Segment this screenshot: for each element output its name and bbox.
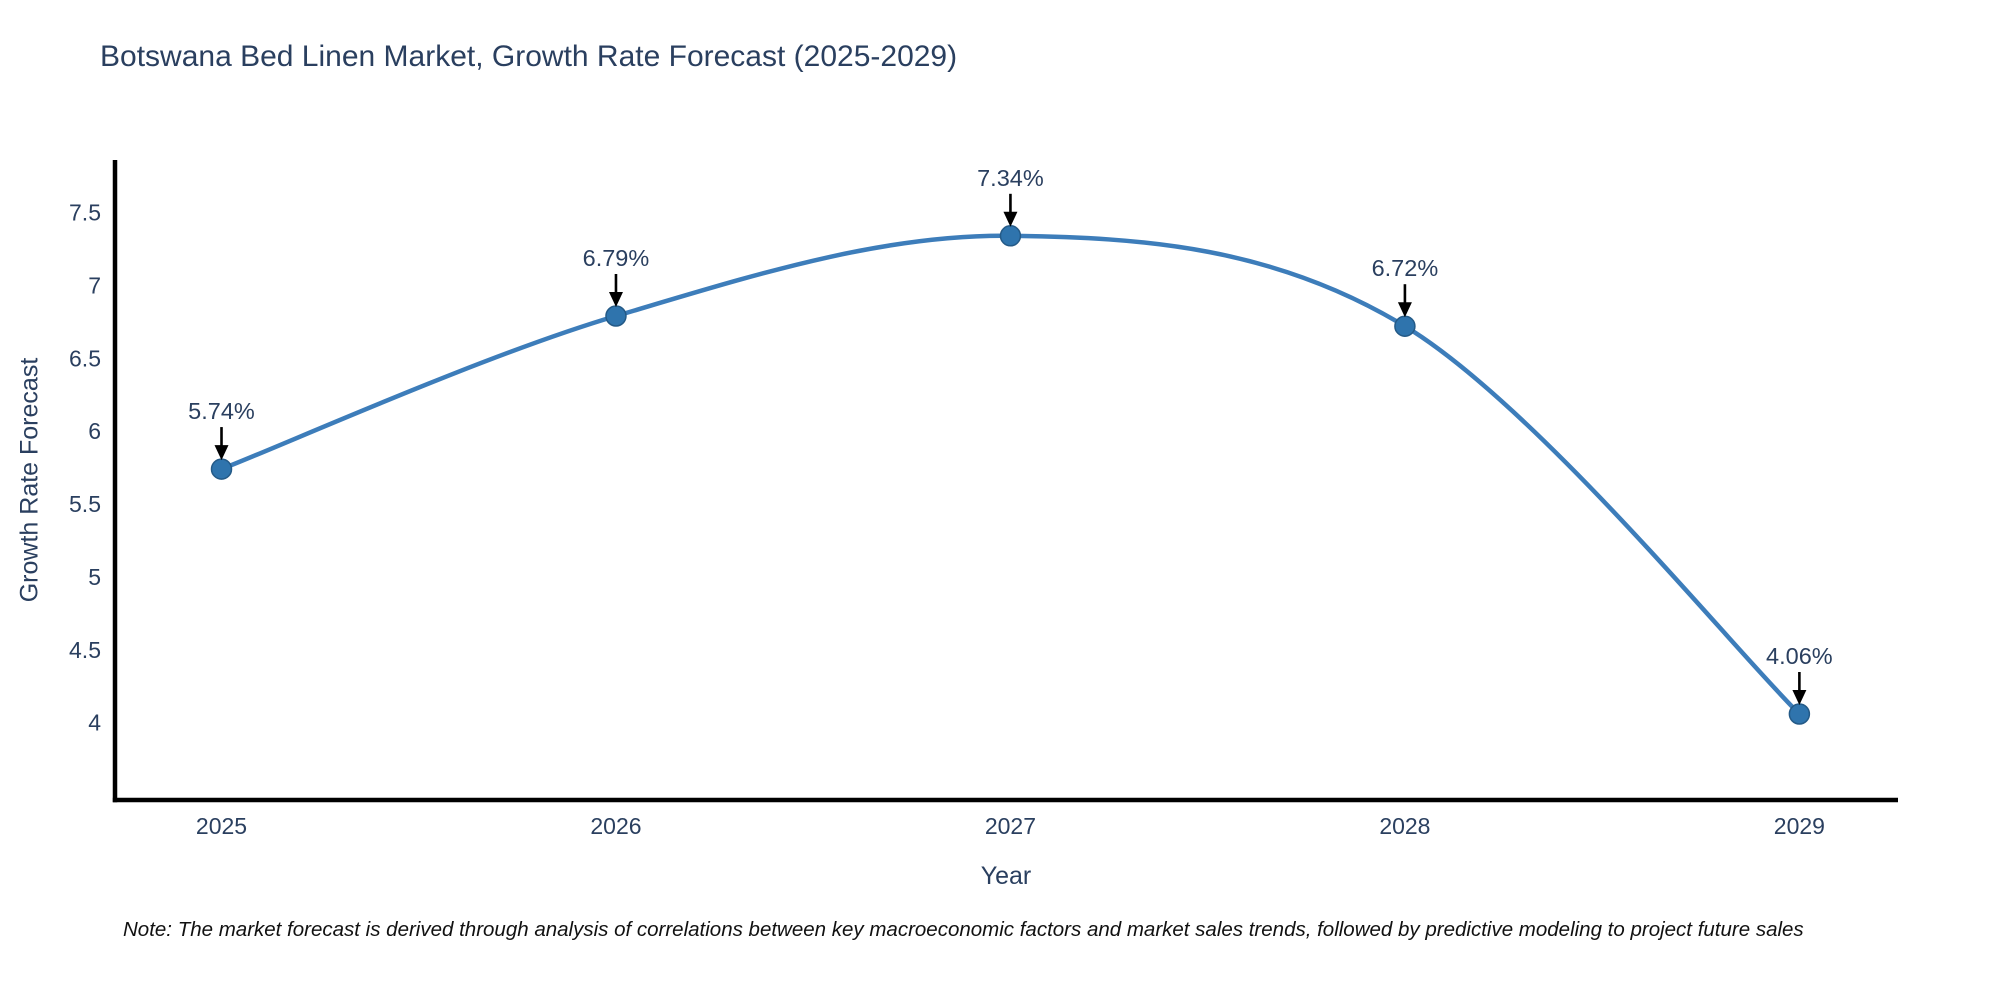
- annotation-arrowhead-icon: [1792, 689, 1807, 705]
- y-tick-label: 6.5: [69, 345, 101, 371]
- y-tick-label: 6: [88, 418, 101, 444]
- x-axis-title: Year: [980, 862, 1032, 890]
- y-tick-label: 5.5: [69, 491, 101, 517]
- x-tick-label: 2026: [590, 813, 641, 839]
- y-tick-label: 4.5: [69, 637, 101, 663]
- annotation-arrowhead-icon: [1397, 302, 1412, 318]
- annotation-arrowhead-icon: [1003, 211, 1018, 227]
- chart-title: Botswana Bed Linen Market, Growth Rate F…: [100, 40, 958, 73]
- data-point[interactable]: [605, 305, 627, 327]
- point-value-label: 6.79%: [583, 245, 650, 271]
- point-value-label: 4.06%: [1766, 643, 1833, 669]
- annotation-arrowhead-icon: [214, 445, 229, 461]
- footnote: Note: The market forecast is derived thr…: [123, 918, 1804, 941]
- x-tick-label: 2025: [196, 813, 247, 839]
- data-point[interactable]: [999, 225, 1022, 247]
- point-value-label: 7.34%: [977, 165, 1044, 191]
- y-tick-label: 5: [88, 564, 101, 590]
- point-value-label: 6.72%: [1372, 255, 1439, 281]
- point-value-label: 5.74%: [188, 398, 255, 424]
- y-tick-label: 4: [88, 710, 101, 736]
- x-tick-label: 2029: [1774, 813, 1825, 839]
- x-tick-label: 2028: [1379, 813, 1430, 839]
- data-point[interactable]: [210, 458, 233, 480]
- data-point[interactable]: [1394, 315, 1416, 337]
- data-point[interactable]: [1788, 703, 1811, 725]
- y-tick-label: 7.5: [69, 199, 101, 225]
- trend-line: [219, 233, 1802, 717]
- x-tick-label: 2027: [985, 813, 1036, 839]
- y-tick-label: 7: [88, 272, 101, 298]
- annotation-arrowhead-icon: [608, 291, 623, 307]
